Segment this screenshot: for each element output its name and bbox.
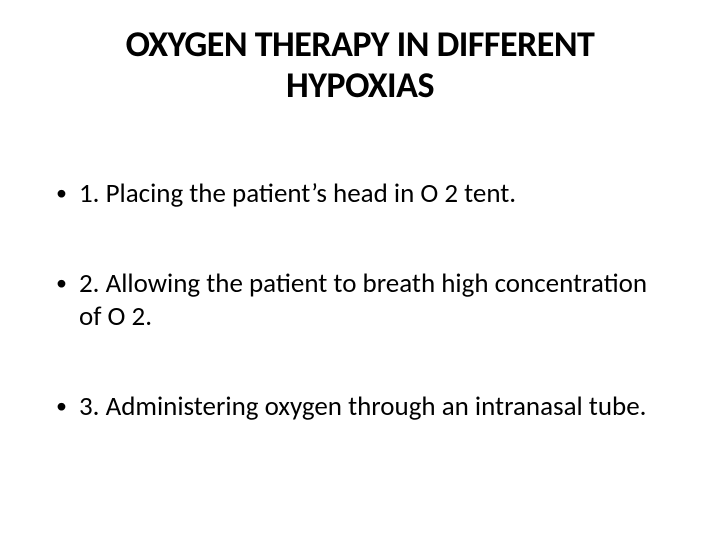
bullet-icon: • <box>56 179 67 207</box>
list-item: • 2. Allowing the patient to breath high… <box>56 267 672 335</box>
bullet-icon: • <box>56 392 67 420</box>
bullet-icon: • <box>56 269 67 297</box>
list-item: • 3. Administering oxygen through an int… <box>56 390 672 424</box>
list-item-text: 2. Allowing the patient to breath high c… <box>79 267 672 335</box>
bullet-list: • 1. Placing the patient’s head in O 2 t… <box>48 177 672 424</box>
slide-title: OXYGEN THERAPY IN DIFFERENT HYPOXIAS <box>48 24 672 107</box>
list-item-text: 1. Placing the patient’s head in O 2 ten… <box>79 177 672 211</box>
list-item: • 1. Placing the patient’s head in O 2 t… <box>56 177 672 211</box>
list-item-text: 3. Administering oxygen through an intra… <box>79 390 672 424</box>
